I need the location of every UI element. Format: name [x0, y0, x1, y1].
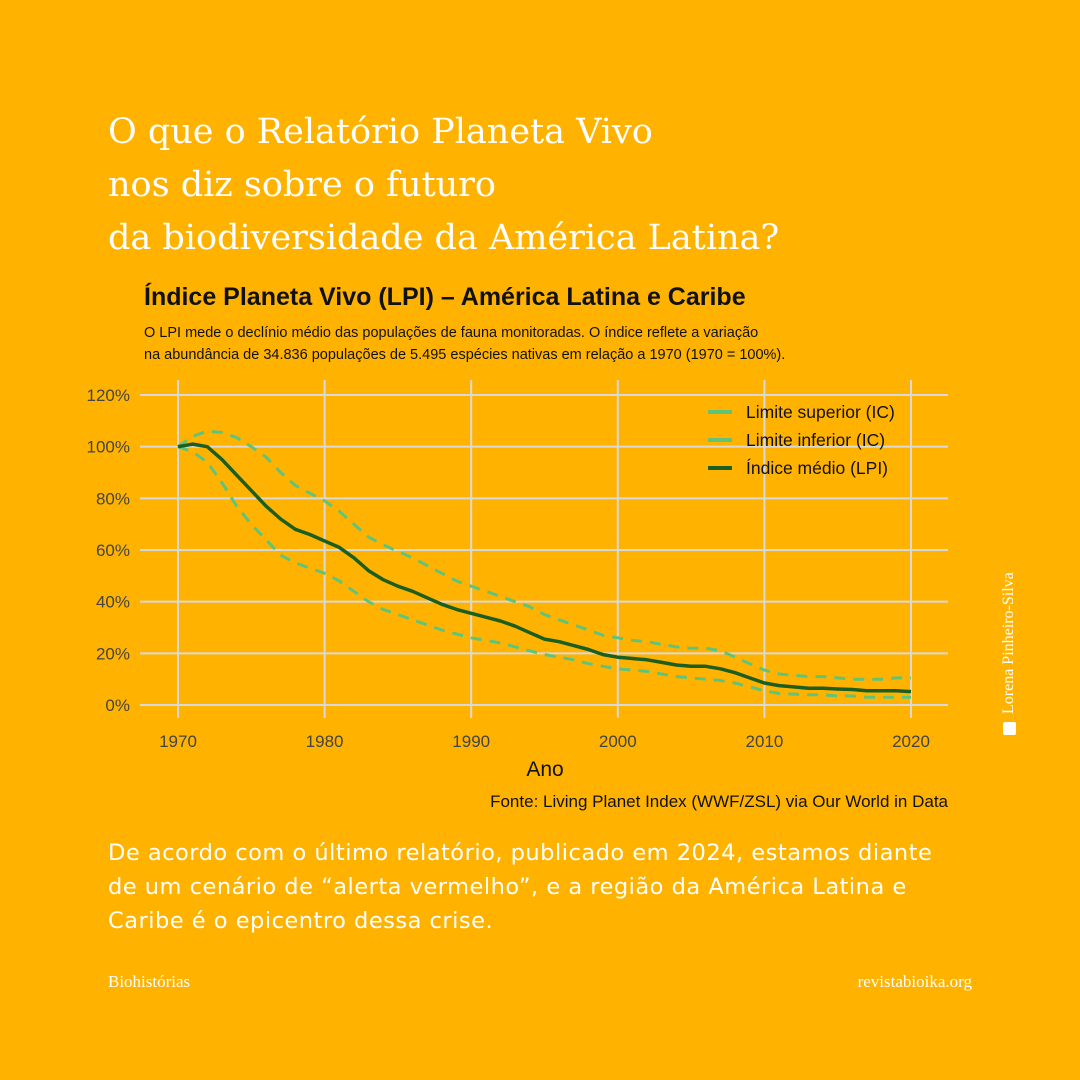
footer-brand: Biohistórias — [108, 972, 191, 991]
subtitle-line: na abundância de 34.836 populações de 5.… — [144, 347, 786, 363]
series-line-2 — [177, 442, 912, 694]
chart-title: Índice Planeta Vivo (LPI) – América Lati… — [144, 283, 746, 311]
x-tick-label: 1990 — [452, 732, 490, 751]
subtitle-line: O LPI mede o declínio médio das populaçõ… — [144, 325, 759, 341]
x-tick-label: 2020 — [892, 732, 930, 751]
image-icon — [1002, 722, 1016, 735]
body-text: De acordo com o último relatório, public… — [108, 840, 933, 934]
footer-website: revistabioika.org — [857, 972, 972, 991]
headline-line: da biodiversidade da América Latina? — [108, 218, 780, 258]
y-tick-label: 40% — [96, 593, 130, 612]
credit-text: Lorena Pinheiro-Silva — [1000, 572, 1017, 714]
x-axis-label: Ano — [526, 758, 563, 781]
chart-subtitle: O LPI mede o declínio médio das populaçõ… — [144, 322, 944, 366]
photo-credit: Lorena Pinheiro-Silva — [1000, 572, 1018, 735]
legend-label: Limite inferior (IC) — [746, 430, 885, 450]
headline-line: nos diz sobre o futuro — [108, 165, 496, 205]
series-line-0 — [177, 429, 911, 681]
y-tick-label: 60% — [96, 541, 130, 560]
headline: O que o Relatório Planeta Vivo nos diz s… — [108, 106, 779, 265]
chart-source: Fonte: Living Planet Index (WWF/ZSL) via… — [490, 792, 948, 811]
headline-line: O que o Relatório Planeta Vivo — [108, 112, 653, 152]
x-tick-label: 2000 — [599, 732, 637, 751]
legend-label: Índice médio (LPI) — [746, 458, 888, 478]
series-line-1 — [177, 445, 911, 699]
y-tick-label: 0% — [105, 696, 130, 715]
x-tick-label: 2010 — [745, 732, 783, 751]
x-tick-label: 1970 — [159, 732, 197, 751]
y-tick-label: 120% — [87, 386, 130, 405]
legend-label: Limite superior (IC) — [746, 402, 895, 422]
x-tick-label: 1980 — [306, 732, 344, 751]
y-tick-label: 80% — [96, 489, 130, 508]
y-tick-label: 100% — [87, 438, 130, 457]
y-tick-label: 20% — [96, 644, 130, 663]
